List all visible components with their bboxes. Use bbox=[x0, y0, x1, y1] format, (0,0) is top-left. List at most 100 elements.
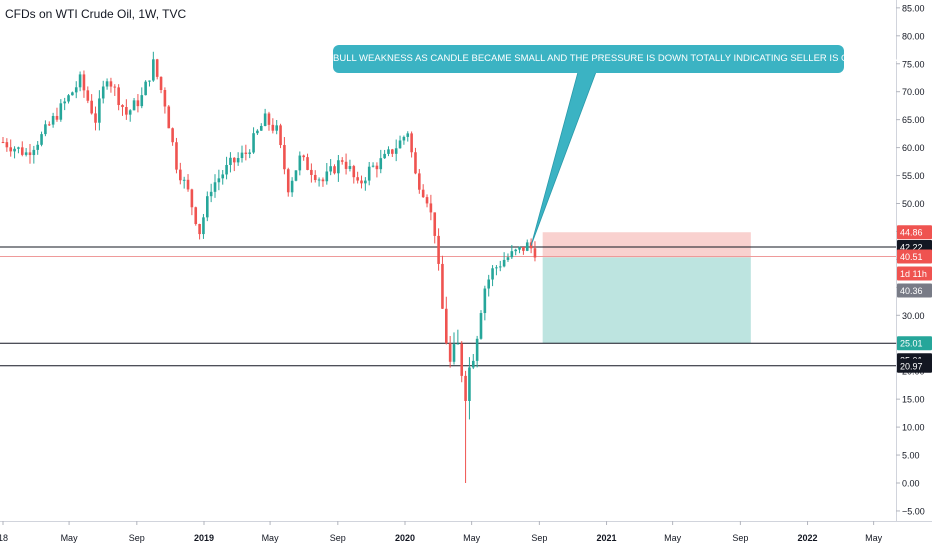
candle-body[interactable] bbox=[186, 179, 190, 190]
candle-body[interactable] bbox=[9, 147, 13, 152]
candle-body[interactable] bbox=[456, 343, 460, 345]
candle-body[interactable] bbox=[163, 89, 167, 107]
candle-body[interactable] bbox=[313, 174, 317, 181]
candle-body[interactable] bbox=[379, 158, 383, 170]
candle-body[interactable] bbox=[13, 148, 16, 152]
candle-body[interactable] bbox=[136, 100, 140, 107]
candle-body[interactable] bbox=[259, 125, 263, 131]
candle-body[interactable] bbox=[206, 196, 209, 218]
candle-body[interactable] bbox=[306, 157, 309, 170]
candle-body[interactable] bbox=[383, 153, 386, 159]
candle-body[interactable] bbox=[209, 191, 213, 197]
candle-body[interactable] bbox=[175, 142, 178, 170]
candle-body[interactable] bbox=[217, 178, 221, 183]
candle-body[interactable] bbox=[302, 155, 305, 158]
candle-body[interactable] bbox=[1, 142, 5, 144]
candle-body[interactable] bbox=[340, 160, 344, 162]
candle-body[interactable] bbox=[452, 344, 456, 362]
candle-body[interactable] bbox=[140, 95, 144, 107]
candle-body[interactable] bbox=[155, 59, 159, 77]
candle-body[interactable] bbox=[433, 212, 437, 236]
candle-body[interactable] bbox=[298, 155, 302, 171]
candle-body[interactable] bbox=[51, 115, 55, 125]
candle-body[interactable] bbox=[502, 259, 506, 267]
candle-body[interactable] bbox=[17, 147, 20, 149]
candle-body[interactable] bbox=[121, 105, 124, 108]
candle-body[interactable] bbox=[179, 169, 182, 181]
candle-body[interactable] bbox=[533, 248, 537, 258]
candle-body[interactable] bbox=[498, 266, 502, 268]
candle-body[interactable] bbox=[418, 173, 421, 190]
candle-body[interactable] bbox=[283, 145, 286, 170]
candle-body[interactable] bbox=[460, 343, 464, 376]
candle-body[interactable] bbox=[94, 113, 97, 123]
candle-body[interactable] bbox=[190, 189, 194, 208]
candle-body[interactable] bbox=[24, 152, 28, 155]
candle-body[interactable] bbox=[252, 133, 255, 153]
candle-body[interactable] bbox=[225, 164, 228, 175]
candle-body[interactable] bbox=[117, 87, 120, 106]
candle-body[interactable] bbox=[475, 338, 479, 361]
candle-body[interactable] bbox=[78, 74, 82, 88]
candle-body[interactable] bbox=[144, 81, 147, 96]
candle-body[interactable] bbox=[437, 235, 440, 264]
candle-body[interactable] bbox=[236, 158, 240, 163]
candle-body[interactable] bbox=[152, 59, 155, 81]
take-profit-zone[interactable] bbox=[542, 257, 751, 344]
candle-body[interactable] bbox=[356, 177, 359, 181]
candle-body[interactable] bbox=[105, 81, 109, 87]
candle-body[interactable] bbox=[159, 76, 163, 90]
candle-body[interactable] bbox=[232, 157, 236, 163]
candle-body[interactable] bbox=[55, 115, 59, 120]
candle-body[interactable] bbox=[352, 166, 356, 178]
candle-body[interactable] bbox=[202, 217, 205, 235]
candle-body[interactable] bbox=[518, 247, 521, 250]
candle-body[interactable] bbox=[36, 144, 39, 150]
candle-body[interactable] bbox=[132, 100, 136, 111]
candle-body[interactable] bbox=[113, 86, 117, 88]
annotation-callout[interactable]: BULL WEAKNESS AS CANDLE BECAME SMALL AND… bbox=[333, 45, 913, 73]
candle-body[interactable] bbox=[286, 169, 290, 193]
candle-body[interactable] bbox=[71, 92, 74, 96]
candle-body[interactable] bbox=[387, 149, 390, 154]
candle-body[interactable] bbox=[483, 288, 487, 314]
candle-body[interactable] bbox=[221, 174, 225, 179]
candle-body[interactable] bbox=[321, 179, 325, 182]
candle-body[interactable] bbox=[82, 74, 86, 91]
candle-body[interactable] bbox=[294, 170, 298, 181]
candle-body[interactable] bbox=[471, 360, 475, 368]
candle-body[interactable] bbox=[279, 125, 282, 146]
candle-body[interactable] bbox=[391, 149, 394, 154]
candle-body[interactable] bbox=[86, 90, 90, 101]
candle-body[interactable] bbox=[267, 113, 271, 125]
candle-body[interactable] bbox=[525, 242, 529, 251]
candle-body[interactable] bbox=[364, 180, 367, 184]
candle-body[interactable] bbox=[360, 180, 363, 184]
candle-body[interactable] bbox=[464, 375, 467, 401]
candle-body[interactable] bbox=[248, 152, 252, 154]
candle-body[interactable] bbox=[198, 224, 201, 235]
candle-body[interactable] bbox=[491, 268, 494, 280]
candle-body[interactable] bbox=[63, 101, 66, 104]
candle-body[interactable] bbox=[406, 133, 410, 137]
candle-body[interactable] bbox=[317, 179, 321, 181]
candle-body[interactable] bbox=[167, 106, 171, 129]
candle-body[interactable] bbox=[229, 157, 232, 165]
candle-body[interactable] bbox=[398, 140, 402, 149]
candle-body[interactable] bbox=[310, 169, 313, 175]
candle-body[interactable] bbox=[125, 107, 128, 115]
candle-body[interactable] bbox=[182, 179, 186, 181]
candle-body[interactable] bbox=[495, 267, 498, 269]
candle-body[interactable] bbox=[421, 189, 425, 198]
candle-body[interactable] bbox=[329, 166, 332, 172]
candle-body[interactable] bbox=[290, 180, 294, 193]
candle-body[interactable] bbox=[441, 263, 444, 309]
candle-body[interactable] bbox=[448, 343, 452, 362]
candle-body[interactable] bbox=[487, 279, 491, 289]
candle-body[interactable] bbox=[101, 86, 105, 99]
candle-body[interactable] bbox=[148, 80, 151, 82]
candle-body[interactable] bbox=[271, 124, 275, 131]
candle-body[interactable] bbox=[325, 171, 329, 182]
candle-body[interactable] bbox=[425, 197, 429, 204]
candle-body[interactable] bbox=[109, 81, 113, 87]
